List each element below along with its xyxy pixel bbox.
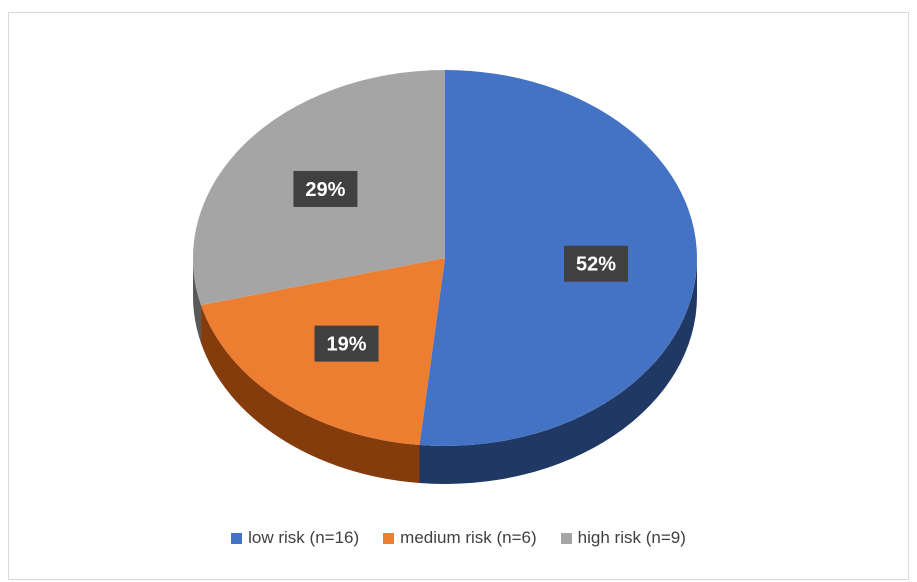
- data-label-text: 19%: [326, 334, 366, 356]
- legend-swatch-low-risk: [231, 532, 243, 544]
- legend-swatch-high-risk: [560, 532, 572, 544]
- data-label-high-risk: 29%: [293, 170, 358, 207]
- data-label-medium-risk: 19%: [314, 325, 379, 362]
- pie-side-medium-risk: [201, 305, 420, 484]
- pie-slice-low-risk: [419, 70, 697, 447]
- legend-label-medium-risk: medium risk (n=6): [400, 528, 537, 547]
- pie-sides: [193, 258, 697, 485]
- data-label-box: [293, 170, 358, 207]
- data-label-box: [314, 325, 379, 362]
- pie-side-low-risk: [419, 258, 697, 485]
- legend-label-high-risk: high risk (n=9): [577, 528, 686, 547]
- data-label-low-risk: 52%: [564, 245, 629, 282]
- data-label-text: 52%: [576, 254, 616, 276]
- data-label-text: 29%: [305, 179, 345, 201]
- pie-side-high-risk: [193, 258, 202, 344]
- legend-label-low-risk: low risk (n=16): [248, 528, 360, 547]
- legend-item-high-risk: high risk (n=9): [560, 528, 686, 548]
- legend: low risk (n=16) medium risk (n=6) high r…: [0, 528, 917, 548]
- pie-data-labels: 52% 19% 29%: [293, 170, 629, 362]
- data-label-box: [564, 245, 629, 282]
- legend-swatch-medium-risk: [383, 532, 395, 544]
- legend-item-medium-risk: medium risk (n=6): [383, 528, 537, 548]
- legend-item-low-risk: low risk (n=16): [231, 528, 359, 548]
